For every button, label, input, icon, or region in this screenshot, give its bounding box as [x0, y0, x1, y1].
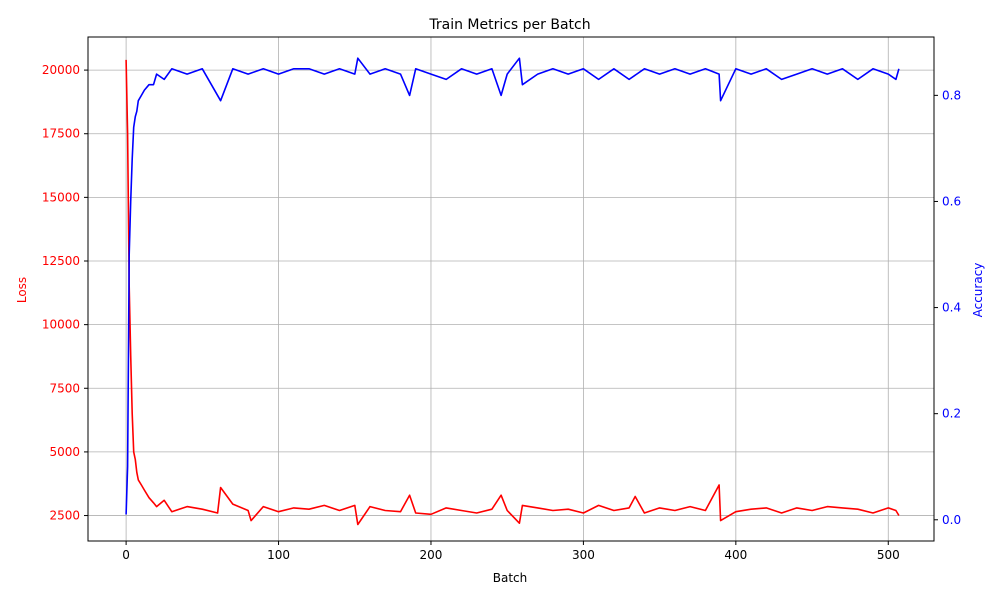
left-tick-label: 5000 — [49, 445, 80, 459]
chart-title: Train Metrics per Batch — [428, 17, 590, 33]
left-tick-label: 17500 — [42, 127, 80, 141]
plot-frame — [87, 36, 935, 542]
x-tick-label: 100 — [267, 548, 290, 562]
left-tick-label: 10000 — [42, 318, 80, 332]
right-axis-title: Accuracy — [971, 263, 985, 318]
right-tick-label: 0.4 — [942, 301, 961, 315]
loss-series-line — [125, 59, 900, 526]
left-tick-label: 7500 — [49, 381, 80, 395]
series-layer — [125, 57, 900, 526]
left-tick-label: 12500 — [42, 254, 80, 268]
left-tick-label: 15000 — [42, 190, 80, 204]
x-tick-label: 300 — [572, 548, 595, 562]
left-tick-label: 20000 — [42, 63, 80, 77]
left-axis-title: Loss — [15, 277, 29, 303]
x-axis-ticks: 0 100 200 300 400 500 — [122, 541, 900, 562]
x-tick-label: 400 — [724, 548, 747, 562]
x-axis-title: Batch — [493, 571, 528, 585]
x-tick-label: 200 — [420, 548, 443, 562]
x-tick-label: 500 — [877, 548, 900, 562]
right-axis-ticks: 0.0 0.2 0.4 0.6 0.8 — [934, 88, 961, 527]
grid-lines — [88, 37, 934, 541]
right-tick-label: 0.2 — [942, 407, 961, 421]
right-tick-label: 0.8 — [942, 88, 961, 102]
accuracy-series-line — [125, 57, 900, 515]
right-tick-label: 0.0 — [942, 513, 961, 527]
left-tick-label: 2500 — [49, 509, 80, 523]
left-axis-ticks: 2500 5000 7500 10000 12500 15000 17500 20000 — [42, 63, 88, 523]
x-tick-label: 0 — [122, 548, 130, 562]
right-tick-label: 0.6 — [942, 194, 961, 208]
